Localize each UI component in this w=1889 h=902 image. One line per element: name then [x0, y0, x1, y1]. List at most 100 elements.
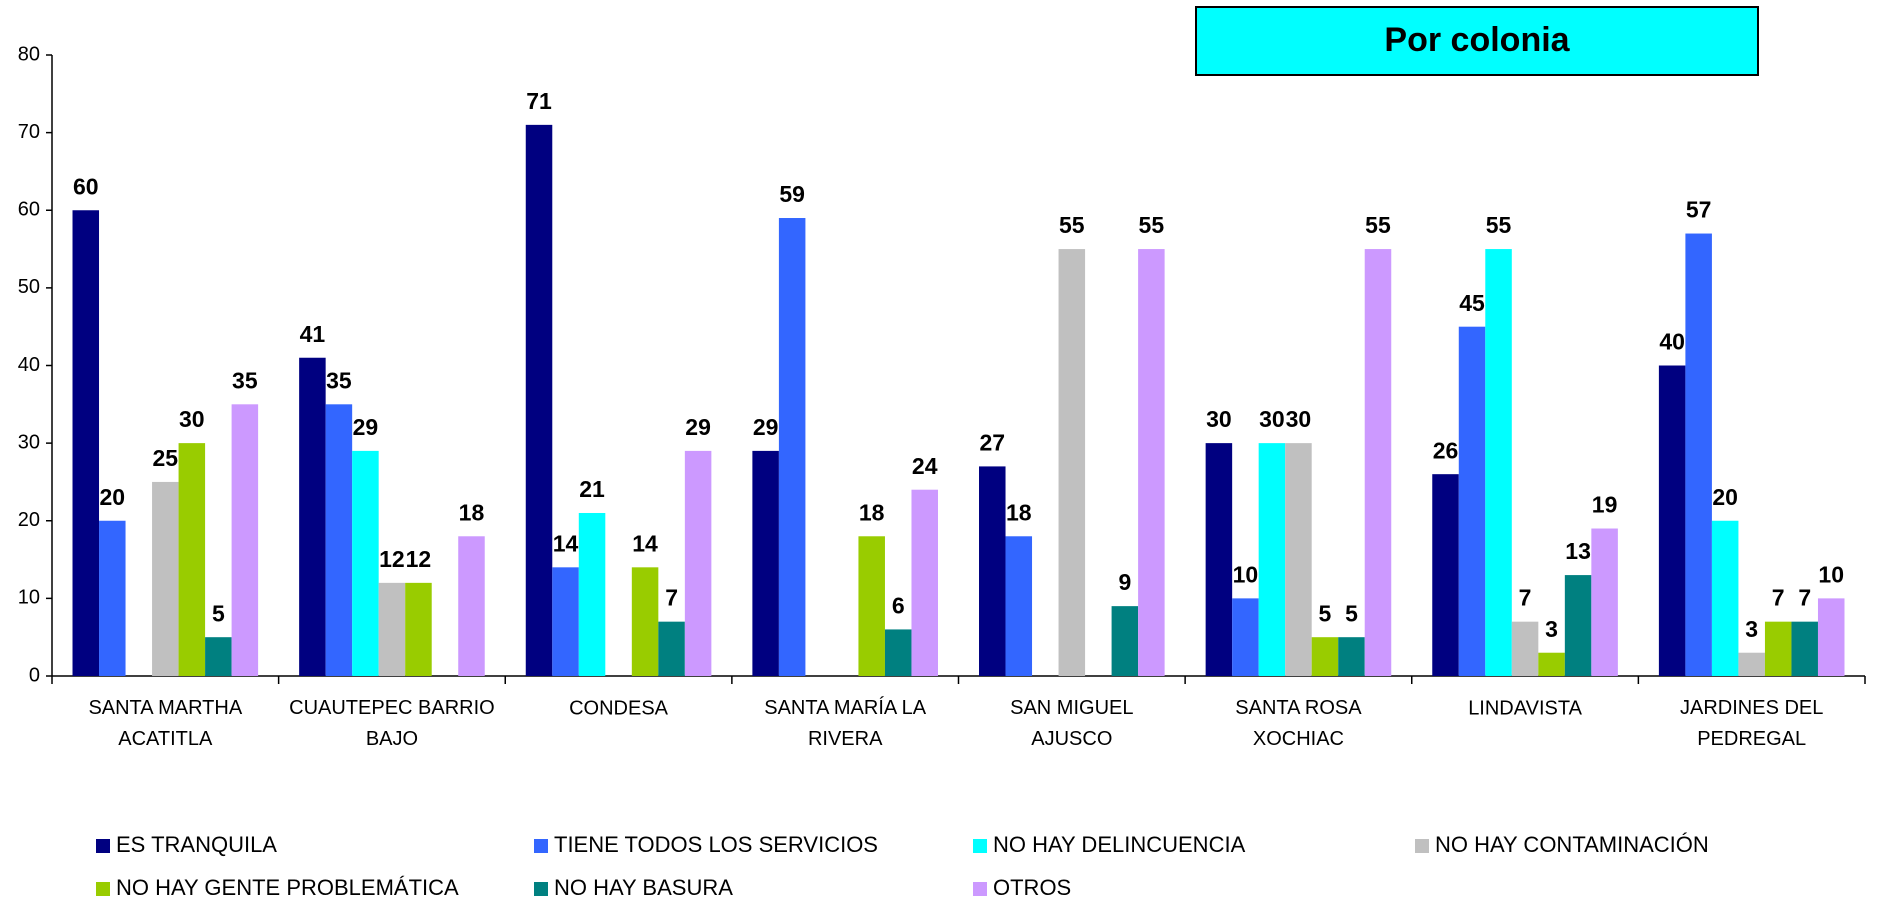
bar [684, 450, 712, 676]
data-label: 35 [326, 367, 352, 393]
x-tick-label: LINDAVISTA [1468, 697, 1582, 719]
data-label: 14 [632, 530, 658, 556]
legend-swatch [534, 882, 548, 896]
y-tick-label: 10 [18, 587, 40, 609]
data-label: 45 [1459, 290, 1485, 316]
data-label: 25 [153, 445, 179, 471]
legend-label: NO HAY GENTE PROBLEMÁTICA [116, 875, 459, 900]
bar [1711, 520, 1739, 676]
bar [378, 582, 406, 676]
y-tick-label: 60 [18, 199, 40, 221]
bar [152, 481, 179, 676]
chart-title: Por colonia [1384, 21, 1570, 59]
data-label: 7 [665, 585, 678, 611]
legend-swatch [534, 839, 548, 853]
bar [1005, 536, 1033, 676]
bar [1458, 326, 1486, 676]
data-label: 5 [212, 600, 225, 626]
legend-label: ES TRANQUILA [116, 832, 277, 857]
data-label: 30 [1286, 406, 1312, 432]
data-label: 3 [1745, 616, 1758, 642]
data-label: 29 [685, 414, 711, 440]
data-label: 30 [1259, 406, 1285, 432]
data-label: 14 [553, 530, 579, 556]
data-label: 18 [859, 499, 885, 525]
bar [1311, 637, 1339, 676]
data-label: 20 [99, 484, 125, 510]
bar [405, 582, 432, 676]
bar [1817, 598, 1845, 676]
data-label: 7 [1772, 585, 1785, 611]
legend-label: NO HAY BASURA [554, 875, 733, 900]
data-label: 10 [1818, 561, 1844, 587]
data-label: 24 [912, 453, 938, 479]
bar [1285, 443, 1312, 676]
data-label: 5 [1345, 600, 1358, 626]
legend-swatch [96, 839, 110, 853]
legend-swatch [96, 882, 110, 896]
x-tick-label: SANTA MARÍA LA RIVERA [764, 696, 927, 750]
legend-swatch [1415, 839, 1429, 853]
bar [1364, 249, 1392, 676]
data-label: 59 [779, 181, 805, 207]
data-label: 27 [979, 429, 1005, 455]
y-tick-label: 80 [18, 43, 40, 65]
data-label: 55 [1486, 212, 1512, 238]
bar [1564, 575, 1592, 676]
title-box [1195, 6, 1759, 76]
data-label: 21 [579, 476, 605, 502]
bar [752, 450, 779, 676]
data-label: 29 [353, 414, 379, 440]
legend-label: TIENE TODOS LOS SERVICIOS [554, 832, 878, 857]
data-label: 55 [1059, 212, 1085, 238]
data-label: 57 [1686, 197, 1712, 223]
bar [231, 404, 259, 676]
bar [1338, 637, 1365, 676]
bar [979, 466, 1006, 676]
bar [1538, 652, 1565, 676]
data-label: 35 [232, 367, 258, 393]
data-label: 30 [179, 406, 205, 432]
data-label: 40 [1659, 329, 1685, 355]
bar [1205, 443, 1233, 676]
data-label: 19 [1592, 492, 1618, 518]
bar [525, 124, 553, 677]
bar [884, 629, 912, 676]
data-label: 3 [1545, 616, 1558, 642]
bar [578, 512, 606, 676]
data-label: 7 [1519, 585, 1532, 611]
legend-label: NO HAY CONTAMINACIÓN [1435, 832, 1709, 857]
bar [552, 567, 579, 676]
y-tick-label: 40 [18, 354, 40, 376]
bar [1738, 652, 1765, 676]
bar [778, 218, 806, 676]
data-label: 30 [1206, 406, 1232, 432]
data-label: 7 [1798, 585, 1811, 611]
x-tick-label: SANTA ROSA XOCHIAC [1235, 697, 1362, 750]
bar [1764, 621, 1792, 676]
bar [1791, 621, 1818, 676]
y-tick-label: 20 [18, 509, 40, 531]
bar [325, 404, 353, 676]
bar [1138, 249, 1165, 676]
data-label: 71 [526, 88, 552, 114]
legend-label: OTROS [993, 875, 1071, 900]
bar [1058, 249, 1086, 676]
x-tick-label: SAN MIGUEL AJUSCO [1010, 697, 1133, 750]
bar [911, 489, 938, 676]
data-label: 26 [1433, 437, 1459, 463]
bar [1658, 365, 1686, 676]
data-label: 55 [1365, 212, 1391, 238]
data-label: 55 [1139, 212, 1165, 238]
bar [352, 450, 379, 676]
bar [858, 536, 885, 676]
data-label: 5 [1319, 600, 1332, 626]
x-tick-label: CONDESA [569, 697, 669, 719]
data-label: 13 [1565, 538, 1591, 564]
bar [458, 536, 485, 676]
data-label: 6 [892, 593, 905, 619]
bar [1258, 443, 1286, 676]
x-tick-label: JARDINES DEL PEDREGAL [1680, 697, 1823, 750]
bar [1591, 528, 1618, 676]
